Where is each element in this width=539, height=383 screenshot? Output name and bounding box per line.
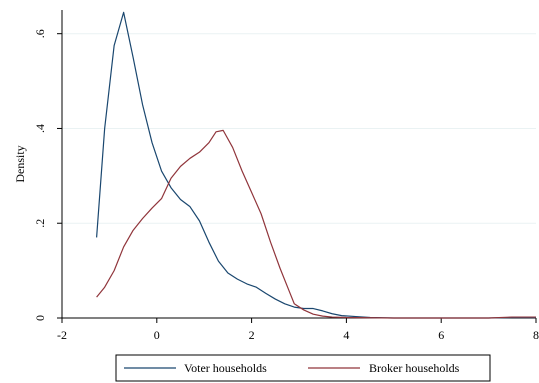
y-axis-ticks: 0 .2 .4 .6 bbox=[33, 29, 62, 321]
x-tick-label-5: 8 bbox=[533, 328, 539, 342]
x-tick-label-1: 0 bbox=[154, 328, 160, 342]
series-lines bbox=[96, 11, 536, 319]
legend-frame bbox=[115, 354, 491, 382]
broker-households-line bbox=[96, 129, 536, 319]
y-axis-title: Density bbox=[13, 145, 27, 182]
y-tick-label-3: .6 bbox=[33, 29, 47, 38]
y-tick-label-2: .4 bbox=[33, 124, 47, 133]
y-tick-label-1: .2 bbox=[33, 219, 47, 228]
legend-label-broker: Broker households bbox=[369, 361, 460, 375]
x-tick-label-3: 4 bbox=[343, 328, 349, 342]
voter-households-line bbox=[96, 11, 536, 319]
legend-label-voter: Voter households bbox=[184, 361, 267, 375]
x-axis-ticks: -2 0 2 4 6 8 bbox=[57, 318, 539, 342]
chart-legend: Voter households Broker households bbox=[115, 354, 491, 382]
x-tick-label-2: 2 bbox=[249, 328, 255, 342]
y-tick-label-0: 0 bbox=[33, 315, 47, 321]
x-tick-label-4: 6 bbox=[438, 328, 444, 342]
x-tick-label-0: -2 bbox=[57, 328, 67, 342]
